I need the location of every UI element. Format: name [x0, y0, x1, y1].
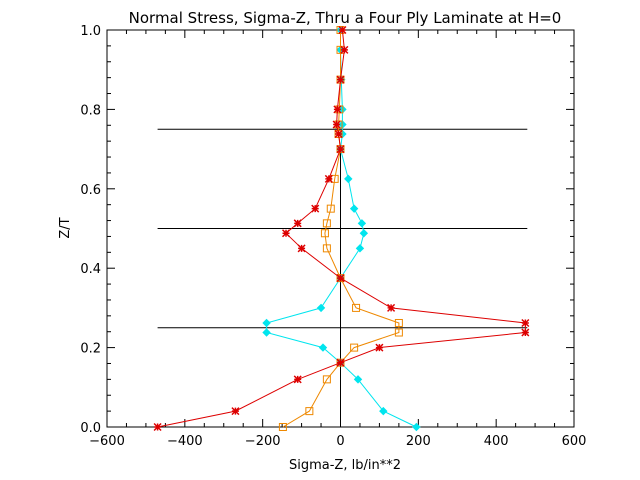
y-tick-label: 0.0	[80, 421, 101, 436]
data-point	[336, 358, 345, 367]
data-point	[297, 244, 306, 253]
x-tick-label: 600	[562, 434, 587, 449]
data-point	[338, 25, 347, 35]
reference-lines	[157, 128, 528, 427]
y-tick-label: 0.2	[80, 342, 101, 357]
data-point	[231, 407, 240, 416]
data-point	[375, 343, 384, 352]
data-point	[334, 129, 343, 139]
data-point	[521, 318, 530, 328]
data-point	[322, 375, 331, 384]
data-point	[293, 375, 302, 384]
data-point	[320, 229, 329, 238]
data-point	[281, 229, 291, 238]
plot-area: −600 −400 −200 0 200 400 600 0.0 0.2 0.4 0.6 0.8 1.0	[80, 24, 586, 449]
y-tick-label: 0.8	[80, 103, 101, 118]
series-layer	[153, 25, 530, 432]
x-tick-label: −600	[89, 434, 125, 449]
data-point	[311, 204, 320, 213]
data-point	[278, 423, 287, 431]
x-axis-label: Sigma-Z, lb/in**2	[289, 458, 401, 473]
data-point	[349, 204, 359, 213]
data-point	[336, 274, 345, 283]
series-asterisk	[153, 25, 530, 432]
x-tick-label: 0	[336, 434, 344, 449]
data-point	[394, 328, 403, 337]
chart-title: Normal Stress, Sigma-Z, Thru a Four Ply …	[129, 9, 562, 27]
data-point	[322, 219, 331, 228]
data-point	[336, 145, 345, 154]
data-point	[340, 45, 349, 54]
data-point	[305, 407, 314, 416]
data-point	[394, 318, 403, 327]
data-point	[293, 219, 302, 228]
data-point	[344, 174, 353, 184]
x-tick-label: 200	[406, 434, 431, 449]
y-tick-label: 1.0	[80, 24, 101, 39]
data-point	[322, 244, 331, 253]
data-point	[336, 75, 345, 84]
data-point	[387, 303, 396, 312]
data-point	[521, 328, 530, 337]
y-tick-label: 0.4	[80, 262, 101, 277]
data-point	[353, 375, 363, 384]
data-point	[324, 174, 333, 183]
x-tick-label: −200	[245, 434, 281, 449]
data-point	[355, 244, 365, 253]
data-point	[326, 204, 335, 213]
y-tick-label: 0.6	[80, 183, 101, 198]
x-tick-label: −400	[167, 434, 203, 449]
data-point	[352, 303, 361, 312]
data-point	[359, 229, 369, 238]
x-tick-label: 400	[484, 434, 509, 449]
data-point	[333, 105, 342, 114]
data-point	[357, 219, 367, 228]
data-point	[412, 422, 421, 432]
data-point	[318, 343, 328, 352]
data-point	[332, 120, 341, 129]
data-point	[153, 422, 162, 432]
data-point	[316, 303, 326, 313]
data-point	[262, 318, 271, 328]
data-point	[262, 328, 271, 337]
data-point	[350, 343, 359, 352]
data-point	[379, 406, 388, 416]
series-line	[282, 30, 400, 428]
y-axis-label: Z/T	[58, 217, 73, 238]
